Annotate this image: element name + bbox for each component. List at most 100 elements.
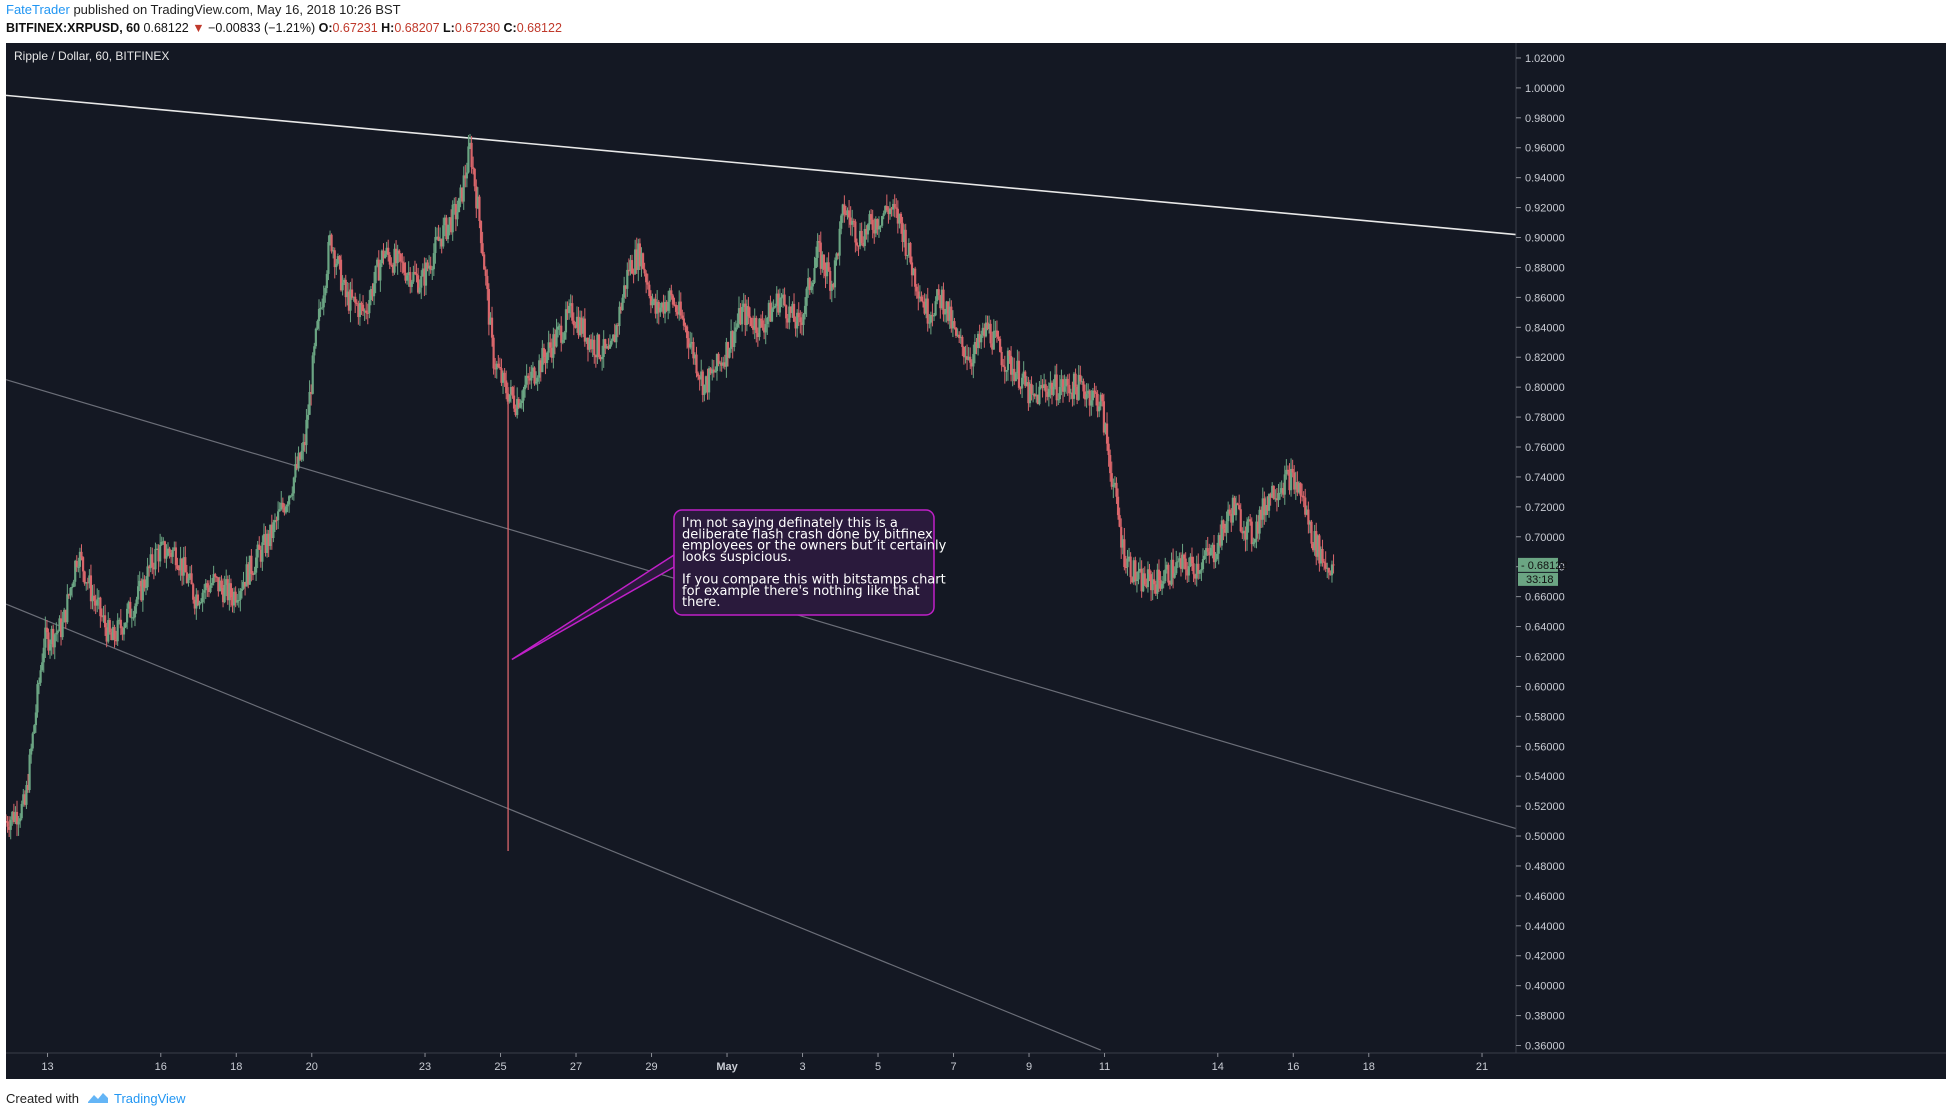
up-candle xyxy=(626,269,629,289)
up-candle xyxy=(888,208,892,215)
up-candle xyxy=(288,496,291,505)
up-candle xyxy=(332,250,335,252)
up-candle xyxy=(1065,378,1068,387)
up-candle xyxy=(289,495,292,497)
author-link[interactable]: FateTrader xyxy=(6,2,70,17)
down-candle xyxy=(752,326,755,330)
up-candle xyxy=(1127,556,1131,559)
up-candle xyxy=(1280,488,1283,493)
up-candle xyxy=(1170,559,1173,585)
publish-info: FateTrader published on TradingView.com,… xyxy=(6,2,401,17)
down-candle xyxy=(797,312,800,318)
down-candle xyxy=(151,554,154,568)
price-tick-label: 0.96000 xyxy=(1525,143,1565,155)
down-candle xyxy=(969,356,972,363)
price-tick-label: 0.92000 xyxy=(1525,203,1565,215)
down-candle xyxy=(986,322,989,330)
up-candle xyxy=(135,599,138,607)
down-candle xyxy=(64,609,67,623)
down-candle xyxy=(1094,392,1098,394)
up-candle xyxy=(269,524,272,547)
up-candle xyxy=(453,204,456,206)
up-candle xyxy=(1058,386,1061,400)
down-candle xyxy=(1110,473,1113,487)
tradingview-link[interactable]: TradingView xyxy=(114,1091,186,1106)
down-candle xyxy=(901,222,904,243)
down-candle xyxy=(1109,455,1112,474)
down-candle xyxy=(739,308,742,325)
up-candle xyxy=(1132,560,1135,583)
down-candle xyxy=(217,577,220,592)
down-candle xyxy=(624,285,627,289)
down-candle xyxy=(12,811,15,822)
up-candle xyxy=(545,352,549,364)
down-candle xyxy=(646,282,649,285)
up-candle xyxy=(884,205,887,214)
down-candle xyxy=(148,566,151,569)
up-candle xyxy=(596,334,599,358)
price-chart[interactable]: Ripple / Dollar, 60, BITFINEX I'm not sa… xyxy=(4,43,1946,1079)
down-candle xyxy=(1190,556,1194,564)
down-candle xyxy=(401,261,404,263)
time-tick-label: 23 xyxy=(419,1061,431,1073)
upper-trendline[interactable] xyxy=(5,94,1517,236)
price-tick-label: 0.76000 xyxy=(1525,442,1565,454)
low-value: 0.67230 xyxy=(454,21,501,35)
down-candle xyxy=(360,302,363,305)
down-candle xyxy=(47,632,50,651)
chart-container[interactable]: Ripple / Dollar, 60, BITFINEX I'm not sa… xyxy=(4,43,1946,1079)
up-candle xyxy=(1038,386,1041,405)
up-candle xyxy=(612,334,615,341)
down-candle xyxy=(571,303,574,321)
lower-channel-line[interactable] xyxy=(5,603,1101,1051)
down-candle xyxy=(215,576,218,578)
down-candle xyxy=(310,391,313,394)
down-candle xyxy=(549,342,552,348)
down-candle xyxy=(81,557,85,572)
down-candle xyxy=(635,249,638,270)
up-candle xyxy=(138,580,141,587)
down-candle xyxy=(961,336,964,348)
up-candle xyxy=(1330,564,1334,576)
time-tick-label: 25 xyxy=(494,1061,506,1073)
up-candle xyxy=(17,821,20,825)
up-candle xyxy=(892,203,895,210)
up-candle xyxy=(951,321,954,329)
up-candle xyxy=(439,238,442,242)
up-candle xyxy=(165,555,168,559)
up-candle xyxy=(22,794,25,804)
down-candle xyxy=(1019,387,1022,389)
up-candle xyxy=(66,594,69,623)
up-candle xyxy=(877,226,881,230)
price-tick-label: 0.74000 xyxy=(1525,472,1565,484)
up-candle xyxy=(1126,558,1129,568)
annotation-box[interactable] xyxy=(673,509,935,616)
down-candle xyxy=(1206,548,1209,552)
up-candle xyxy=(1090,400,1093,406)
up-candle xyxy=(41,662,44,671)
footer: Created with TradingView xyxy=(6,1091,186,1106)
up-candle xyxy=(778,297,781,313)
down-candle xyxy=(168,548,171,553)
down-candle xyxy=(904,229,907,256)
up-candle xyxy=(981,327,984,336)
down-candle xyxy=(701,371,704,395)
down-candle xyxy=(196,594,199,606)
down-candle xyxy=(616,325,619,327)
up-candle xyxy=(456,212,459,220)
price-tick-label: 0.84000 xyxy=(1525,322,1565,334)
up-candle xyxy=(1087,390,1090,394)
up-candle xyxy=(753,317,756,330)
up-candle xyxy=(42,647,45,663)
up-candle xyxy=(462,175,465,202)
up-candle xyxy=(203,590,206,593)
countdown-label: 33:18 xyxy=(1526,574,1554,586)
up-candle xyxy=(1072,373,1076,399)
down-candle xyxy=(857,245,860,247)
up-candle xyxy=(126,608,129,623)
annotation-line: looks suspicious. xyxy=(682,550,791,565)
up-candle xyxy=(1039,385,1043,387)
down-candle xyxy=(763,327,766,333)
time-tick-label: 13 xyxy=(41,1061,53,1073)
up-candle xyxy=(1151,579,1154,591)
